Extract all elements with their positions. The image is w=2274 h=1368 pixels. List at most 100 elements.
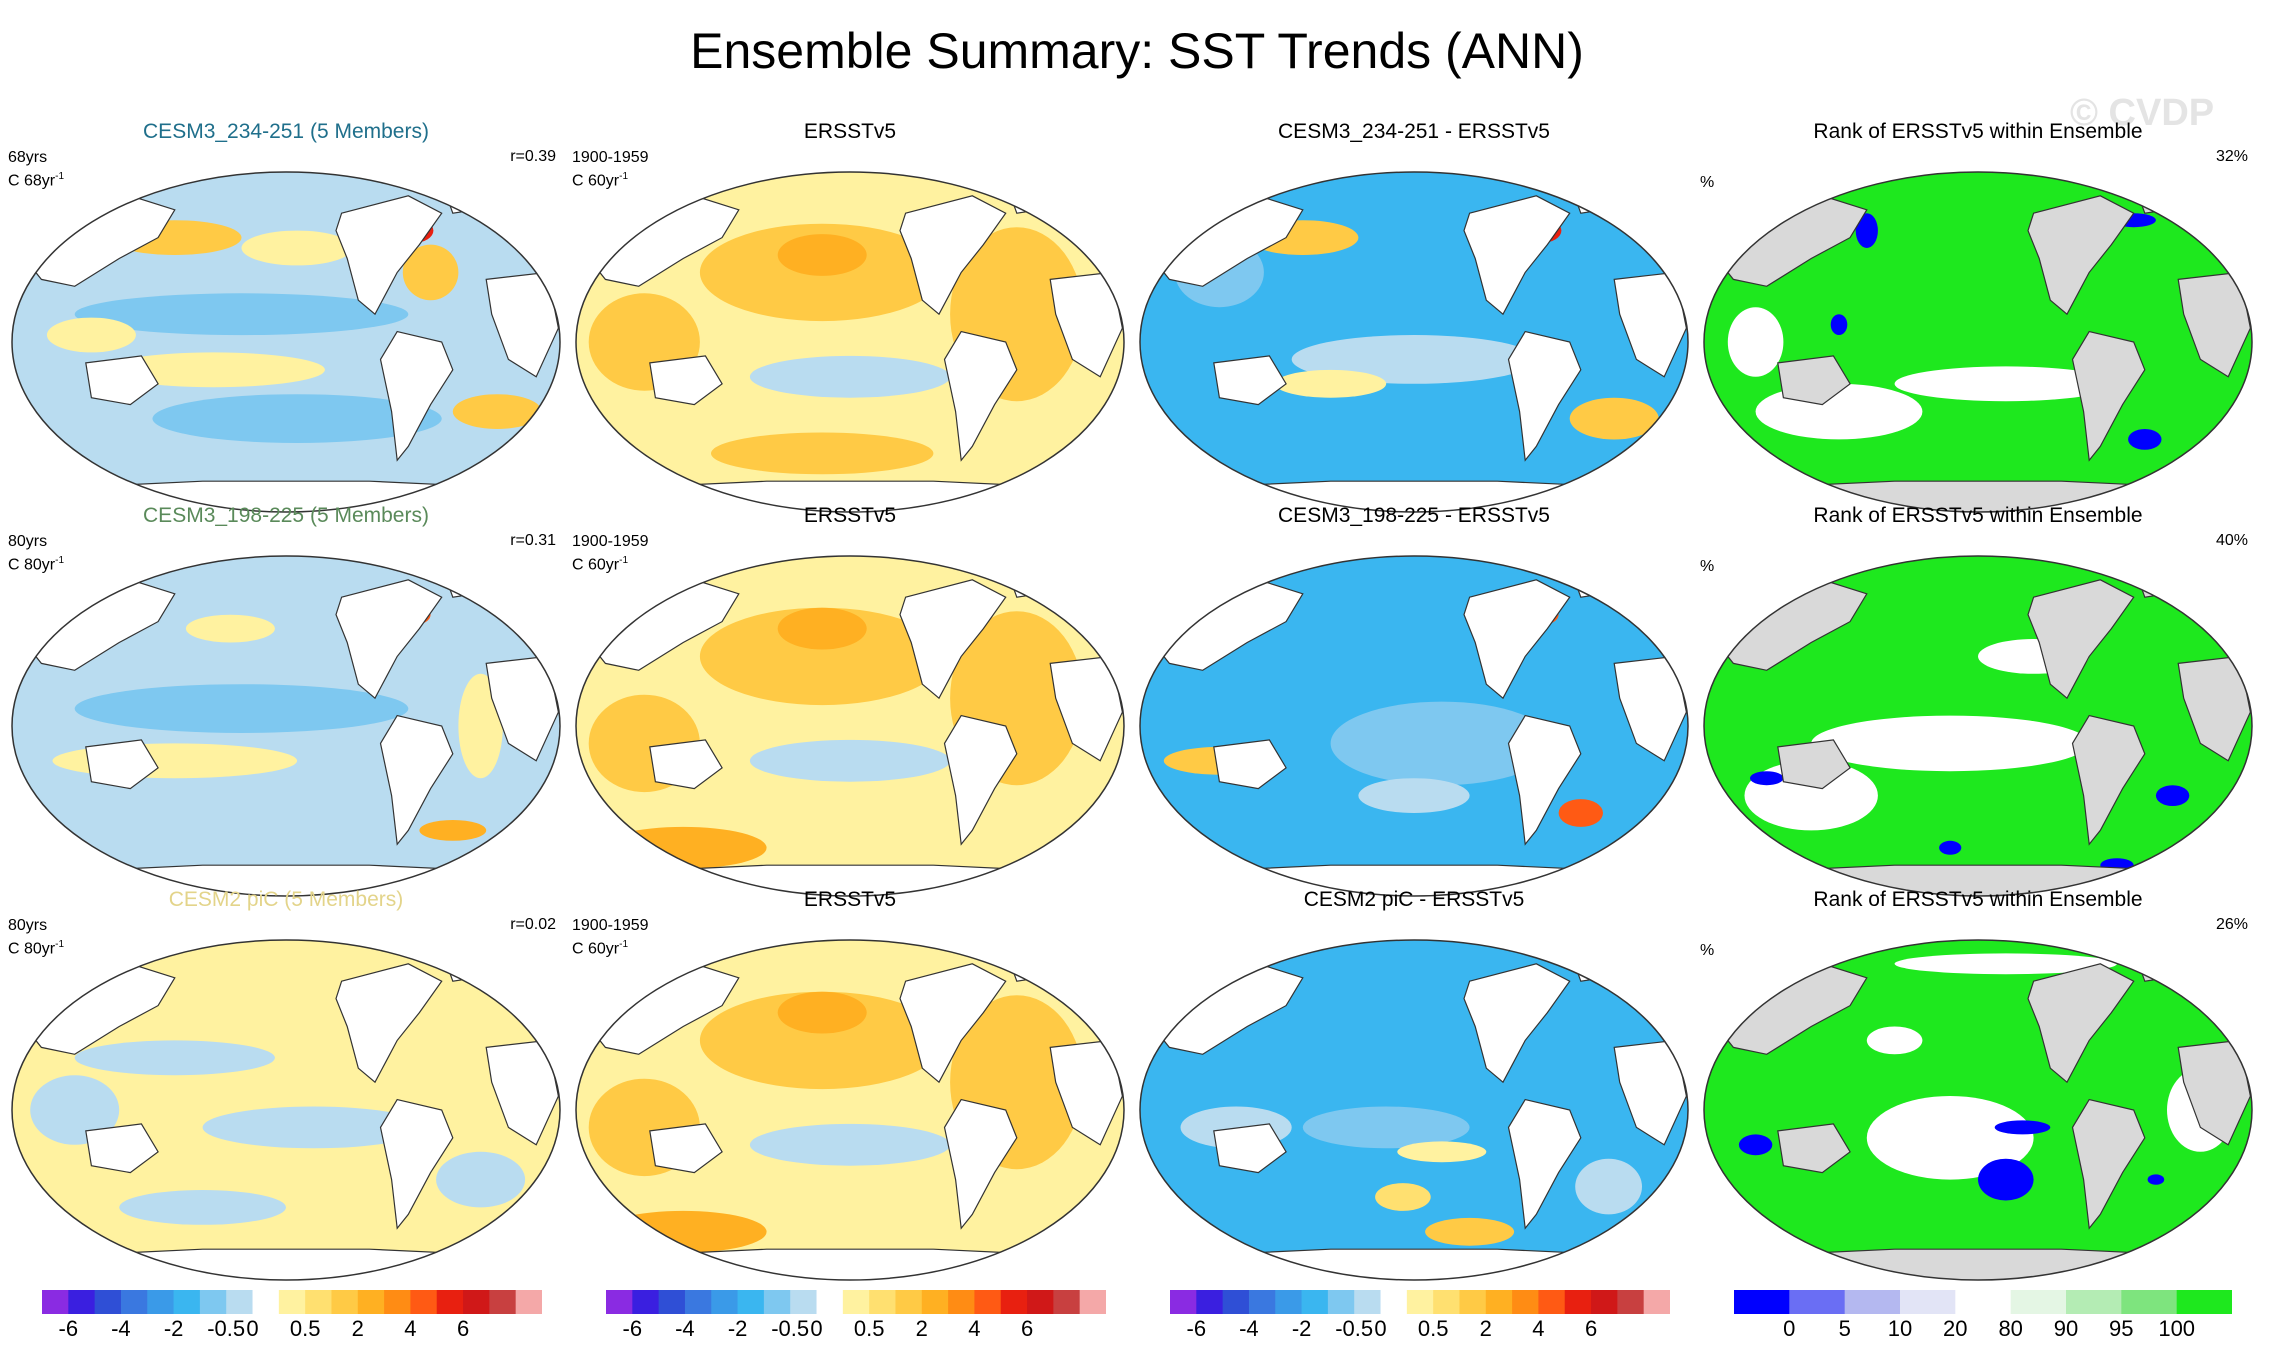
colorbar-box [711, 1290, 739, 1314]
map-border [1703, 939, 2253, 1281]
colorbar-box [658, 1290, 686, 1314]
colorbar-tick-label: -0.5 [771, 1316, 810, 1341]
map-svg [1703, 939, 2253, 1281]
colorbar-box [684, 1290, 712, 1314]
colorbar-box [606, 1290, 633, 1314]
anomaly-region [749, 1123, 951, 1166]
map-svg [575, 555, 1125, 897]
colorbar-box [1591, 1290, 1618, 1314]
land-north-america [1463, 195, 1571, 316]
colorbar-box [226, 1290, 254, 1314]
anomaly-region [1375, 1183, 1431, 1211]
map-field [12, 172, 560, 512]
anomaly-region [402, 244, 459, 301]
period-label: 1900-1959 [572, 917, 649, 934]
panel-title: CESM3_198-225 - ERSSTv5 [1278, 504, 1550, 527]
land-south-america [2071, 330, 2146, 462]
percent-unit: % [1700, 942, 1715, 959]
percent-unit: % [1700, 558, 1715, 575]
anomaly-region [1302, 1106, 1470, 1149]
colorbar-tick-label: 80 [1998, 1316, 2023, 1341]
land-north-america [1463, 963, 1571, 1084]
land-australia [1213, 739, 1287, 790]
panel-title: CESM3_234-251 (5 Members) [143, 120, 429, 143]
anomaly-region [1811, 715, 2090, 772]
period-label: 1900-1959 [572, 533, 649, 550]
land-antarctica [1742, 1248, 2214, 1280]
colorbar-tick-label: 4 [1532, 1316, 1545, 1341]
units-text: C 60yr [572, 940, 620, 958]
land-north-america [2027, 195, 2135, 316]
colorbar-box [515, 1290, 542, 1314]
land-australia [649, 739, 723, 790]
map-border [1139, 939, 1689, 1281]
colorbar-tick-label: -6 [622, 1316, 643, 1341]
colorbar-tick-label: -4 [111, 1316, 131, 1341]
rank-percent: 40% [2215, 532, 2248, 549]
anomaly-region [1750, 771, 1784, 786]
colorbar-tick-label: 5 [1838, 1316, 1851, 1341]
map-field [576, 556, 1124, 896]
colorbar-box [948, 1290, 975, 1314]
period-label: 1900-1959 [572, 149, 649, 166]
panel-info: 80yrs C 80yr-1 [8, 916, 64, 958]
colorbar-box [1000, 1290, 1028, 1314]
panel-row2-rank: Rank of ERSSTv5 within Ensemble% 40% [1700, 504, 2256, 902]
panel-title: Rank of ERSSTv5 within Ensemble [1813, 888, 2143, 911]
panel-row1-diff: CESM3_234-251 - ERSSTv5 [1136, 120, 1692, 518]
colorbar-box [1248, 1290, 1276, 1314]
land-north-america [899, 963, 1007, 1084]
anomaly-region [699, 607, 945, 706]
colorbar-box [1079, 1290, 1106, 1314]
units-label: C 60yr-1 [572, 167, 649, 190]
land-north-america [899, 195, 1007, 316]
panel-row1-obs: ERSSTv5 1900-1959 C 60yr-1 [572, 120, 1128, 518]
colorbar-tick-label: -6 [1186, 1316, 1207, 1341]
colorbar-tick-label: -0.5 [1335, 1316, 1374, 1341]
anomaly-region [102, 352, 325, 388]
land-north-america [2027, 579, 2135, 700]
anomaly-region [1358, 778, 1470, 813]
anomaly-region [1866, 1096, 2034, 1180]
land-south-america [1507, 714, 1582, 846]
map-svg [1139, 171, 1689, 513]
colorbar-box [1027, 1290, 1054, 1314]
colorbar-box [147, 1290, 175, 1314]
land-north-america [2027, 963, 2135, 1084]
land-north-america [335, 579, 443, 700]
colorbar-tick-label: 0 [1374, 1316, 1387, 1341]
anomaly-region [202, 1106, 425, 1149]
colorbar-tick-label: 0.5 [289, 1316, 321, 1341]
land-australia [1213, 355, 1287, 406]
map-field [1704, 940, 2252, 1280]
anomaly-region [1994, 1120, 2051, 1135]
colorbar-box [1955, 1290, 2012, 1314]
map-border [1139, 555, 1689, 897]
colorbar-tick-label: 0 [810, 1316, 823, 1341]
map-border [575, 555, 1125, 897]
units-superscript: -1 [619, 555, 629, 566]
panel-row3-model: CESM2 piC (5 Members) 80yrs C 80yr-1 r=0.02 [8, 888, 564, 1286]
panel-info: 1900-1959 C 60yr-1 [572, 916, 649, 958]
colorbar-boxes [42, 1290, 542, 1314]
land-australia [1777, 1123, 1851, 1174]
map-svg [575, 939, 1125, 1281]
map-border [1703, 171, 2253, 513]
colorbar-box [2010, 1290, 2067, 1314]
panel-info: 68yrs C 68yr-1 [8, 148, 64, 190]
map-svg [1703, 555, 2253, 897]
colorbar-tick-label: 20 [1943, 1316, 1968, 1341]
colorbar-box [1844, 1290, 1901, 1314]
colorbar-tick-label: -2 [163, 1316, 184, 1341]
panel-title: ERSSTv5 [803, 504, 897, 527]
colorbar-box [2066, 1290, 2122, 1314]
land-australia [85, 739, 159, 790]
anomaly-region [419, 820, 487, 841]
anomaly-region [749, 355, 951, 398]
pattern-correlation: r=0.02 [510, 916, 556, 933]
panel-row1-model: CESM3_234-251 (5 Members) 68yrs C 68yr-1 r=… [8, 120, 564, 518]
anomaly-region [1939, 840, 1962, 855]
colorbar-box [305, 1290, 332, 1314]
anomaly-region [1569, 397, 1659, 440]
anomaly-region [2128, 429, 2162, 450]
